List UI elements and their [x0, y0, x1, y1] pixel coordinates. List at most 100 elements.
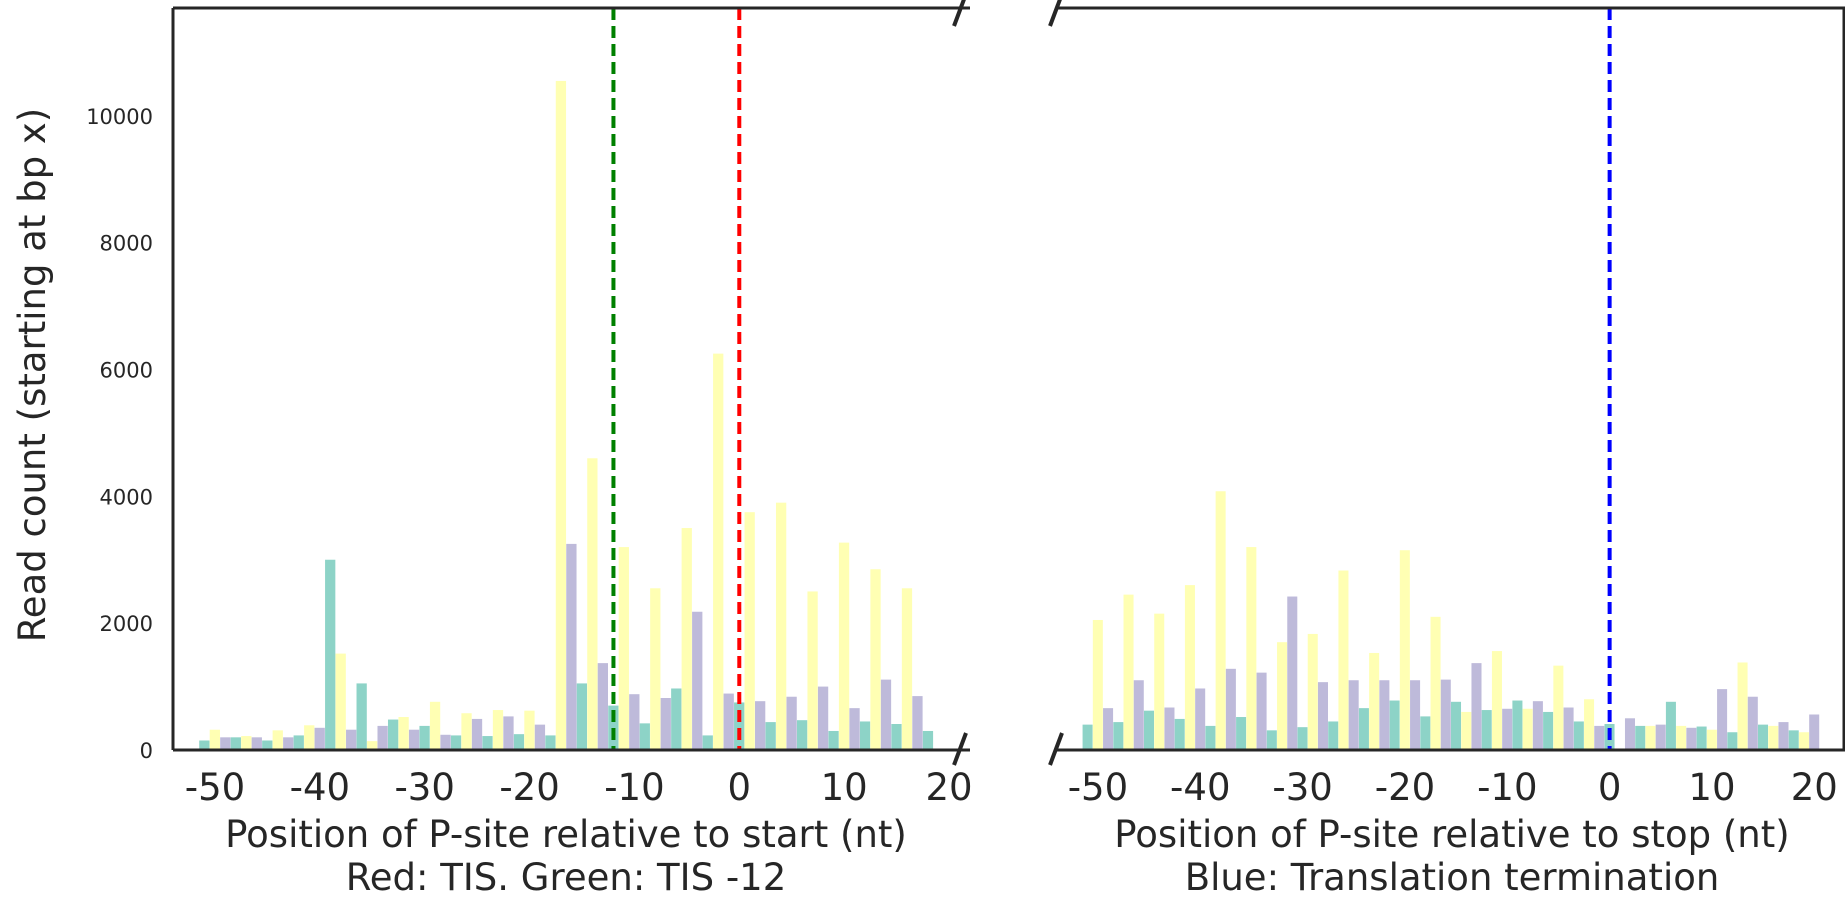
stop-bar-series2--3 [1584, 699, 1595, 750]
stop-bar-series2--51 [1092, 619, 1103, 750]
start-bar-series1--42 [293, 735, 304, 750]
stop-bar-series3--45 [1164, 707, 1175, 750]
stop-bar-series2--9 [1522, 708, 1533, 750]
break-mark-bottom-left [952, 732, 968, 766]
stop-bar-series3--6 [1563, 707, 1574, 750]
stop-bar-series3--27 [1348, 680, 1359, 750]
start-bar-series3--9 [660, 698, 671, 750]
start-bar-series3--27 [471, 718, 483, 750]
stop-bar-series2-3 [1645, 725, 1656, 750]
break-mark-top-left [952, 0, 966, 27]
start-bar-series3--30 [440, 734, 451, 750]
start-bar-series2--12 [618, 547, 629, 750]
stop-bar-series1-15 [1758, 724, 1769, 750]
stop-bar-series2--18 [1430, 616, 1441, 750]
break-mark-bottom-right [1048, 732, 1064, 766]
start-bar-series3--33 [408, 729, 420, 750]
start-bar-series1--15 [576, 683, 588, 750]
stop-bar-series3--3 [1594, 725, 1605, 750]
stop-x-tick-label-10: 10 [1688, 766, 1735, 809]
stop-bar-series1--33 [1266, 730, 1277, 750]
stop-bar-series3--30 [1317, 682, 1328, 750]
start-bar-series3-0 [755, 701, 766, 750]
start-bar-series2-0 [744, 512, 755, 750]
y-tick-label-2000: 2000 [100, 612, 153, 636]
stop-x-tick-label--10: -10 [1477, 766, 1537, 809]
start-bar-series2--24 [492, 710, 504, 750]
stop-bar-series2--48 [1123, 594, 1134, 750]
start-bar-series2--3 [713, 353, 724, 750]
stop-bar-series2--27 [1338, 570, 1349, 750]
stop-bar-series2--21 [1399, 550, 1410, 750]
start-bar-series1--36 [356, 683, 367, 750]
start-bar-series2--42 [304, 725, 315, 750]
y-axis-label: Read count (starting at bp x) [11, 108, 54, 642]
start-bar-series2--15 [587, 458, 598, 750]
stop-bar-series1--51 [1082, 724, 1093, 750]
break-mark-top-right [1048, 0, 1062, 27]
stop-panel-x-axis-label: Position of P-site relative to stop (nt) [1114, 813, 1789, 856]
stop-bar-series3--15 [1471, 663, 1482, 750]
start-x-tick-label-10: 10 [821, 766, 868, 809]
y-axis-ticks: 0 2000 4000 6000 8000 10000 [86, 105, 153, 763]
stop-bar-series3--48 [1133, 680, 1144, 750]
start-bar-series3--12 [629, 694, 640, 750]
stop-bar-series3--36 [1256, 672, 1267, 750]
y-tick-label-4000: 4000 [100, 485, 153, 509]
start-bar-series1--3 [702, 735, 713, 750]
stop-bar-series2--36 [1246, 547, 1257, 750]
stop-bar-series2-9 [1706, 729, 1717, 750]
stop-bar-series3--39 [1225, 668, 1236, 750]
stop-bar-series3--18 [1440, 679, 1451, 750]
stop-bar-series1-9 [1696, 726, 1707, 750]
start-bar-series2--30 [429, 701, 441, 750]
start-bar-series3--18 [566, 543, 577, 750]
start-x-tick-label--40: -40 [290, 766, 350, 809]
start-bar-series3--21 [534, 724, 546, 750]
stop-x-tick-label--50: -50 [1068, 766, 1128, 809]
start-bar-series2--45 [272, 730, 283, 750]
start-bar-series3-15 [912, 696, 923, 750]
start-x-tick-label--50: -50 [185, 766, 245, 809]
stop-bar-series1--6 [1543, 711, 1554, 750]
start-bar-series1--33 [387, 719, 399, 750]
start-bar-series3--15 [597, 663, 608, 750]
stop-bar-series3-6 [1686, 727, 1697, 750]
stop-bar-series1--42 [1174, 718, 1185, 750]
stop-bar-series2--45 [1154, 613, 1165, 750]
stop-bar-series2-12 [1737, 662, 1748, 750]
stop-bar-series3-12 [1747, 696, 1758, 750]
start-bar-series1--21 [513, 734, 525, 750]
stop-bar-series1--45 [1143, 710, 1155, 750]
start-bar-series3--42 [314, 727, 325, 750]
start-panel-frame [171, 6, 970, 752]
start-bar-series1-18 [922, 730, 934, 750]
start-bar-series3--45 [283, 737, 294, 750]
stop-bar-series2--42 [1184, 585, 1195, 750]
stop-bar-series2--15 [1461, 711, 1472, 750]
stop-bar-series3-18 [1809, 714, 1820, 750]
start-bar-series1-12 [859, 721, 871, 750]
y-tick-label-10000: 10000 [86, 105, 153, 129]
y-tick-label-6000: 6000 [100, 358, 153, 382]
start-bar-series1-9 [828, 730, 839, 750]
stop-bar-series1--36 [1236, 717, 1247, 750]
stop-bar-series1-6 [1665, 701, 1676, 750]
start-bar-series1--48 [230, 737, 241, 750]
stop-bar-series1--48 [1113, 722, 1124, 750]
stop-bar-series3--42 [1195, 688, 1206, 750]
start-bar-series1--12 [608, 705, 619, 750]
stop-bar-series3-3 [1655, 724, 1666, 750]
start-bar-series2--51 [209, 729, 220, 750]
start-bar-series1--39 [325, 559, 336, 750]
axis-break-marks [952, 0, 1064, 766]
start-bar-series1--27 [450, 735, 462, 750]
start-bar-series2-6 [807, 591, 818, 750]
y-tick-label-8000: 8000 [100, 232, 153, 256]
stop-bar-series2--24 [1369, 652, 1380, 750]
stop-bar-series1--15 [1451, 701, 1462, 750]
stop-panel-x-ticks: -50 -40 -30 -20 -10 0 10 20 [1068, 766, 1838, 809]
start-bar-series1--18 [545, 735, 556, 750]
stop-bar-series1--12 [1481, 710, 1492, 750]
